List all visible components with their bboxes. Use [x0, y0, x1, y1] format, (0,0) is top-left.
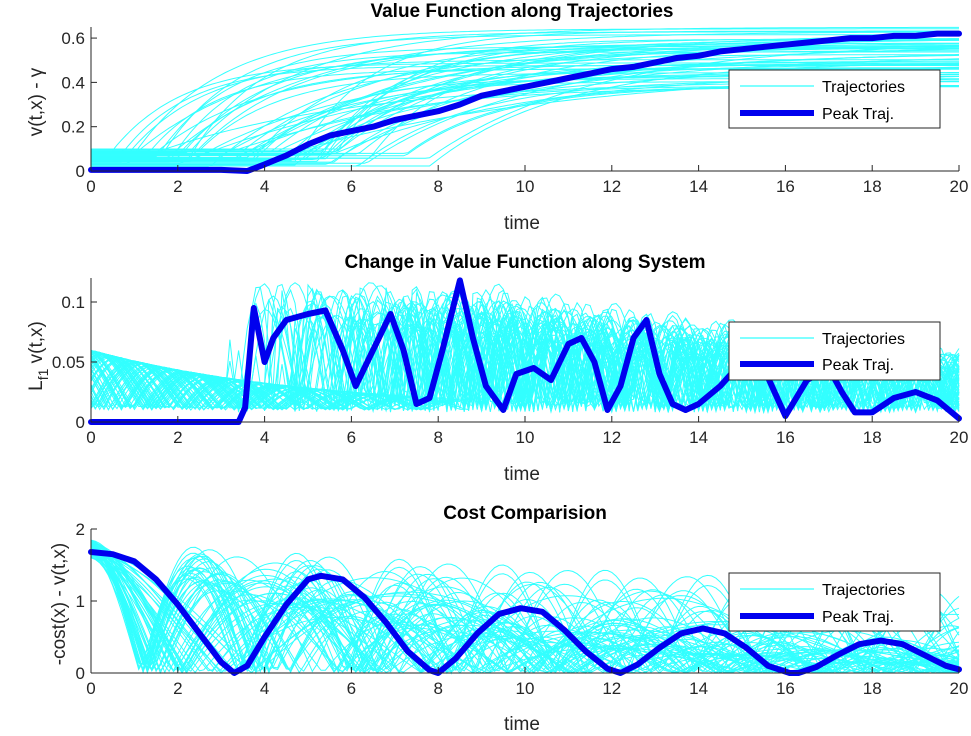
- chart-title-1: Value Function along Trajectories: [370, 1, 673, 22]
- x-tick-label: 0: [86, 679, 95, 698]
- x-tick-label: 20: [950, 679, 969, 698]
- legend-label-trajectories-3: Trajectories: [822, 582, 905, 599]
- x-tick-labels-2: 0 2 4 6 8 10 12 14 16 18 20: [86, 416, 968, 447]
- trajectory-line: [90, 291, 960, 412]
- x-tick-label: 4: [260, 428, 269, 447]
- legend-1: Trajectories Peak Traj.: [728, 69, 941, 129]
- trajectory-line: [90, 544, 960, 674]
- x-tick-label: 4: [260, 679, 269, 698]
- y-axis-label-1: v(t,x) - γ: [26, 67, 47, 136]
- x-tick-label: 8: [433, 177, 442, 196]
- x-tick-label: 10: [516, 177, 535, 196]
- y-tick-label: 0: [76, 162, 85, 181]
- legend-label-peak-3: Peak Traj.: [822, 609, 894, 626]
- trajectory-line: [90, 543, 960, 673]
- x-tick-label: 16: [776, 177, 795, 196]
- trajectory-line: [90, 550, 960, 674]
- x-tick-label: 20: [950, 177, 969, 196]
- x-tick-label: 18: [863, 679, 882, 698]
- y-tick-labels-2: 0 0.05 0.1: [52, 293, 97, 432]
- y-tick-label: 2: [76, 520, 85, 539]
- x-tick-label: 6: [347, 679, 356, 698]
- trajectory-line: [91, 46, 959, 157]
- trajectory-line: [91, 62, 959, 160]
- y-tick-label: 0.05: [52, 353, 85, 372]
- x-tick-label: 20: [950, 428, 969, 447]
- trajectory-line: [91, 30, 959, 162]
- x-tick-label: 18: [863, 428, 882, 447]
- trajectory-line: [90, 317, 960, 413]
- chart-title-2: Change in Value Function along System: [344, 252, 705, 273]
- x-tick-label: 12: [602, 679, 621, 698]
- legend-2: Trajectories Peak Traj.: [728, 321, 941, 381]
- x-tick-label: 2: [173, 679, 182, 698]
- svg-text:Lf1 v(t,x): Lf1 v(t,x): [26, 321, 51, 391]
- y-tick-label: 0: [76, 664, 85, 683]
- y-tick-labels-1: 0 0.2 0.4 0.6: [61, 29, 97, 181]
- trajectory-line: [91, 63, 960, 167]
- y-tick-label: 1: [76, 592, 85, 611]
- trajectory-line: [91, 68, 959, 152]
- y-tick-label: 0: [76, 413, 85, 432]
- x-axis-label-1: time: [504, 213, 540, 234]
- x-tick-label: 8: [433, 679, 442, 698]
- trajectory-line: [90, 548, 960, 674]
- trajectory-line: [90, 542, 960, 674]
- trajectory-line: [91, 58, 960, 156]
- peak-trajectory-line-3: [88, 549, 962, 676]
- subplot-2: 0 2 4 6 8 10 12 14 16 18 20 0 0.05 0.1 Change in Val…: [26, 252, 968, 485]
- trajectory-line: [90, 553, 960, 674]
- legend-label-trajectories-1: Trajectories: [822, 79, 905, 96]
- x-tick-label: 4: [260, 177, 269, 196]
- trajectory-line: [90, 548, 960, 674]
- x-tick-labels-3: 0 2 4 6 8 10 12 14 16 18 20: [86, 667, 968, 698]
- y-tick-label: 0.2: [61, 118, 85, 137]
- x-tick-label: 14: [689, 177, 708, 196]
- x-axis-label-3: time: [504, 714, 540, 735]
- x-tick-label: 12: [602, 177, 621, 196]
- trajectory-line: [90, 283, 960, 412]
- x-tick-label: 0: [86, 177, 95, 196]
- legend-label-peak-1: Peak Traj.: [822, 106, 894, 123]
- x-tick-label: 14: [689, 679, 708, 698]
- trajectory-line: [90, 545, 960, 674]
- x-tick-label: 8: [433, 428, 442, 447]
- x-tick-label: 6: [347, 177, 356, 196]
- x-tick-label: 16: [776, 428, 795, 447]
- x-axis-label-2: time: [504, 464, 540, 485]
- y-tick-label: 0.6: [61, 29, 85, 48]
- x-tick-label: 16: [776, 679, 795, 698]
- subplot-1: 0 2 4 6 8 10 12 14 16 18 20 0 0.2 0.4 0.6 Value Funct…: [26, 1, 968, 234]
- x-tick-label: 18: [863, 177, 882, 196]
- subplot-3: 0 2 4 6 8 10 12 14 16 18 20 012 Cost Comparision t…: [49, 503, 968, 735]
- x-tick-label: 0: [86, 428, 95, 447]
- trajectory-line: [91, 28, 959, 158]
- x-tick-label: 14: [689, 428, 708, 447]
- y-tick-label: 0.1: [61, 293, 85, 312]
- trajectory-line: [90, 550, 960, 674]
- trajectory-line: [91, 51, 959, 163]
- x-tick-labels-1: 0 2 4 6 8 10 12 14 16 18 20: [86, 165, 968, 196]
- chart-title-3: Cost Comparision: [443, 503, 607, 524]
- y-tick-labels-3: 0 1 2: [76, 520, 97, 683]
- x-tick-label: 10: [516, 428, 535, 447]
- trajectory-line: [91, 50, 959, 167]
- y-tick-label: 0.4: [61, 73, 85, 92]
- x-tick-label: 12: [602, 428, 621, 447]
- x-tick-label: 2: [173, 428, 182, 447]
- legend-label-trajectories-2: Trajectories: [822, 331, 905, 348]
- y-axis-label-3: -cost(x) - v(t,x): [49, 543, 70, 665]
- x-tick-label: 6: [347, 428, 356, 447]
- trajectory-line: [91, 67, 959, 160]
- x-tick-label: 10: [516, 679, 535, 698]
- x-tick-label: 2: [173, 177, 182, 196]
- peak-trajectory-line-1: [88, 30, 962, 174]
- trajectory-line: [91, 65, 959, 152]
- trajectory-line: [91, 68, 959, 152]
- legend-label-peak-2: Peak Traj.: [822, 357, 894, 374]
- legend-3: Trajectories Peak Traj.: [728, 572, 941, 632]
- y-axis-label-2: Lf1 v(t,x): [26, 321, 51, 391]
